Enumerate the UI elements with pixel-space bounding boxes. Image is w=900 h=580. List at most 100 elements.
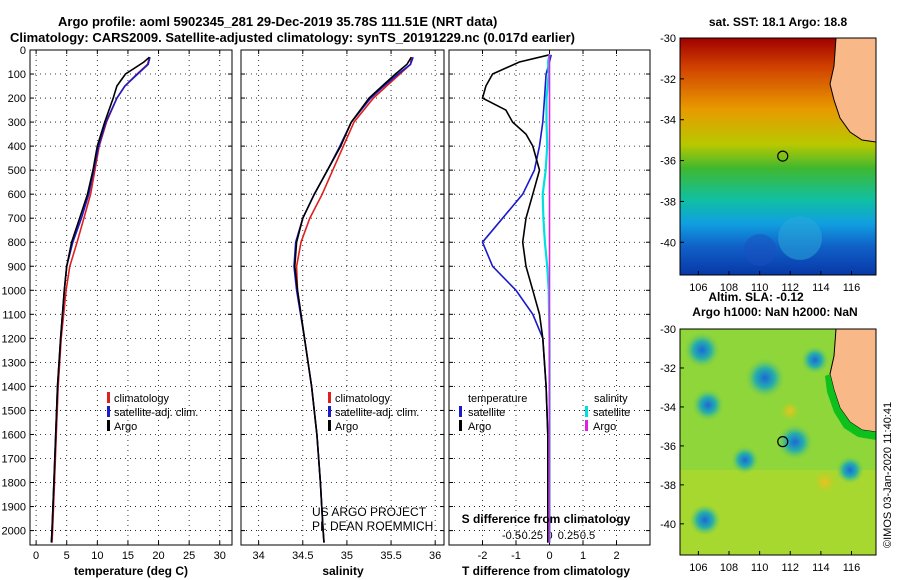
salinity-xlabel: salinity — [322, 564, 364, 578]
map-x-tick-label: 112 — [781, 282, 799, 294]
depth-tick-label: 700 — [8, 213, 26, 225]
depth-tick-label: 1500 — [2, 405, 26, 417]
top-tick-label: 0.5 — [580, 530, 595, 542]
sla-eddy — [801, 346, 829, 374]
depth-tick-label: 1700 — [2, 453, 26, 465]
x-tick-label: 25 — [183, 550, 195, 562]
depth-tick-label: 1900 — [2, 502, 26, 514]
depth-tick-label: 0 — [20, 45, 26, 57]
x-tick-label: -2 — [478, 550, 488, 562]
map-x-tick-label: 110 — [751, 562, 769, 574]
depth-tick-label: 1200 — [2, 333, 26, 345]
legend-label-s-argo: Argo — [593, 421, 616, 433]
series-line-argo — [50, 56, 150, 543]
x-tick-label: 34 — [253, 550, 265, 562]
legend-swatch-t-satellite — [459, 406, 462, 417]
map-y-tick-label: -34 — [660, 402, 676, 414]
map-x-tick-label: 110 — [751, 282, 769, 294]
legend-label-argo: Argo — [114, 421, 137, 433]
temperature-legend: climatology satellite-adj. clim. Argo — [107, 392, 198, 433]
float-marker — [777, 150, 789, 162]
top-tick-label: -0.5 — [502, 530, 521, 542]
x-tick-label: 34.5 — [292, 550, 313, 562]
legend-label-t-satellite: satellite — [468, 407, 505, 419]
legend-label-climatology: climatology — [114, 393, 170, 405]
sst-map-frame — [679, 37, 877, 276]
x-tick-label: 1 — [580, 550, 586, 562]
map-y-tick-label: -36 — [660, 156, 676, 168]
sst-map-title: sat. SST: 18.1 Argo: 18.8 — [709, 15, 848, 29]
x-tick-label: 0 — [33, 550, 39, 562]
depth-tick-label: 1800 — [2, 478, 26, 490]
x-tick-label: 10 — [91, 550, 103, 562]
x-tick-label: 20 — [152, 550, 164, 562]
timestamp: ©IMOS 03-Jan-2020 11:40:41 — [882, 402, 894, 548]
map-x-tick-label: 106 — [689, 282, 707, 294]
x-tick-label: 2 — [613, 550, 619, 562]
series-line-t-argo — [481, 54, 550, 543]
sst-eddy — [744, 234, 776, 266]
map-y-tick-label: -32 — [660, 74, 676, 86]
x-tick-label: 35 — [341, 550, 353, 562]
map-x-tick-label: 116 — [843, 282, 861, 294]
legend-swatch-climatology — [328, 392, 331, 403]
depth-tick-label: 2000 — [2, 526, 26, 538]
depth-tick-label: 1600 — [2, 429, 26, 441]
legend-swatch-argo — [328, 420, 331, 431]
map-y-tick-label: -30 — [660, 33, 676, 45]
difference-xlabel: T difference from climatology — [462, 564, 630, 578]
legend-title-salinity: salinity — [594, 393, 628, 405]
depth-tick-label: 900 — [8, 261, 26, 273]
title-line-1: Argo profile: aoml 5902345_281 29-Dec-20… — [58, 14, 497, 29]
depth-tick-label: 1400 — [2, 381, 26, 393]
map-y-tick-label: -32 — [660, 363, 676, 375]
map-y-tick-label: -38 — [660, 480, 676, 492]
x-tick-label: 0 — [546, 550, 552, 562]
legend-label-climatology: climatology — [335, 393, 391, 405]
legend-label-satellite: satellite-adj. clim. — [335, 407, 419, 419]
difference-plot: -2 -1 0 1 2-0.5-0.25 0 0.25 0.5 — [449, 49, 650, 562]
sla-eddy — [777, 424, 813, 460]
difference-legend-temperature: temperature satellite Argo — [459, 393, 527, 433]
map-x-tick-label: 112 — [781, 562, 799, 574]
temperature-xlabel: temperature (deg C) — [74, 564, 188, 578]
float-marker — [777, 436, 789, 448]
temperature-panel — [29, 49, 233, 546]
depth-tick-label: 1000 — [2, 285, 26, 297]
land-australia — [829, 38, 876, 143]
depth-tick-label: 400 — [8, 141, 26, 153]
sla-eddy — [813, 470, 837, 494]
series-line-argo — [293, 56, 412, 543]
sst-eddy — [778, 216, 822, 260]
map-x-tick-label: 114 — [812, 282, 830, 294]
difference-legend-salinity: salinity satellite Argo — [585, 393, 630, 433]
map-y-tick-label: -30 — [660, 324, 676, 336]
legend-label-satellite: satellite-adj. clim. — [114, 407, 198, 419]
depth-tick-label: 600 — [8, 189, 26, 201]
legend-swatch-s-satellite — [585, 406, 588, 417]
sla-map-title-2: Argo h1000: NaN h2000: NaN — [692, 305, 857, 319]
shelf-band — [825, 374, 876, 440]
map-x-tick-label: 108 — [720, 282, 738, 294]
top-tick-label: -0.25 — [518, 530, 543, 542]
depth-tick-label: 800 — [8, 237, 26, 249]
sst-map: sat. SST: 18.1 Argo: 18.8 106 108 110 112 11… — [660, 15, 877, 294]
map-y-tick-label: -34 — [660, 115, 676, 127]
legend-label-t-argo: Argo — [468, 421, 491, 433]
map-y-tick-label: -40 — [660, 237, 676, 249]
legend-swatch-climatology — [107, 392, 110, 403]
x-tick-label: 5 — [64, 550, 70, 562]
sla-map-frame — [679, 328, 877, 556]
legend-swatch-satellite — [107, 406, 110, 417]
salinity-legend: climatology satellite-adj. clim. Argo — [328, 392, 419, 433]
map-x-tick-label: 108 — [720, 562, 738, 574]
map-x-tick-label: 114 — [812, 562, 830, 574]
pi-annotation: PI: DEAN ROEMMICH — [312, 519, 433, 533]
temperature-plot: 0 5 10 15 20 25 30 — [30, 49, 232, 562]
map-y-tick-label: -36 — [660, 441, 676, 453]
map-x-tick-label: 106 — [689, 562, 707, 574]
sla-eddy — [836, 456, 864, 484]
map-y-tick-label: -38 — [660, 196, 676, 208]
sla-map-title-1: Altim. SLA: -0.12 — [708, 290, 804, 304]
depth-tick-label: 1100 — [2, 309, 26, 321]
